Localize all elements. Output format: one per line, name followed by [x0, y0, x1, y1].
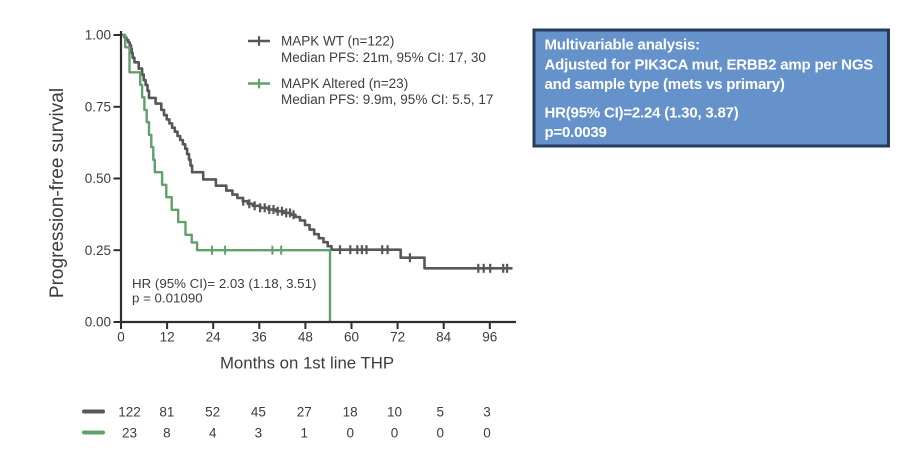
- svg-text:72: 72: [390, 330, 405, 345]
- svg-text:12: 12: [160, 330, 175, 345]
- svg-text:4: 4: [209, 426, 217, 441]
- svg-text:3: 3: [255, 426, 263, 441]
- svg-text:81: 81: [159, 405, 174, 420]
- svg-text:HR(95% CI)=2.24 (1.30, 3.87): HR(95% CI)=2.24 (1.30, 3.87): [545, 105, 739, 122]
- svg-text:0: 0: [437, 426, 445, 441]
- svg-text:Multivariable analysis:: Multivariable analysis:: [545, 37, 700, 54]
- svg-text:1: 1: [301, 426, 309, 441]
- svg-text:60: 60: [344, 330, 359, 345]
- svg-text:23: 23: [122, 426, 137, 441]
- svg-text:0: 0: [483, 426, 491, 441]
- svg-text:8: 8: [163, 426, 171, 441]
- svg-text:122: 122: [118, 405, 141, 420]
- svg-text:3: 3: [483, 405, 491, 420]
- svg-text:36: 36: [252, 330, 267, 345]
- svg-text:0.50: 0.50: [85, 171, 111, 186]
- svg-text:0: 0: [346, 426, 354, 441]
- svg-text:5: 5: [437, 405, 445, 420]
- svg-text:p = 0.01090: p = 0.01090: [132, 290, 203, 305]
- svg-text:MAPK WT (n=122): MAPK WT (n=122): [281, 34, 394, 49]
- svg-text:48: 48: [298, 330, 313, 345]
- svg-text:18: 18: [343, 405, 358, 420]
- svg-text:84: 84: [436, 330, 452, 345]
- svg-text:27: 27: [297, 405, 312, 420]
- svg-text:0: 0: [391, 426, 399, 441]
- svg-text:45: 45: [251, 405, 266, 420]
- svg-text:0: 0: [117, 330, 125, 345]
- svg-text:and sample type (mets vs prima: and sample type (mets vs primary): [545, 76, 785, 93]
- svg-text:MAPK Altered (n=23): MAPK Altered (n=23): [281, 76, 408, 91]
- svg-text:10: 10: [387, 405, 402, 420]
- svg-text:52: 52: [205, 405, 220, 420]
- svg-text:Months on 1st line THP: Months on 1st line THP: [220, 354, 394, 373]
- svg-text:1.00: 1.00: [85, 28, 111, 43]
- svg-text:Adjusted for PIK3CA mut, ERBB2: Adjusted for PIK3CA mut, ERBB2 amp per N…: [545, 56, 874, 73]
- svg-text:0.00: 0.00: [85, 315, 111, 330]
- svg-text:0.75: 0.75: [85, 100, 111, 115]
- svg-text:p=0.0039: p=0.0039: [545, 124, 607, 141]
- svg-text:0.25: 0.25: [85, 243, 111, 258]
- svg-text:24: 24: [206, 330, 222, 345]
- svg-text:96: 96: [482, 330, 497, 345]
- svg-text:Progression-free survival: Progression-free survival: [47, 88, 68, 298]
- svg-text:Median PFS: 21m, 95% CI: 17, 3: Median PFS: 21m, 95% CI: 17, 30: [281, 50, 486, 65]
- svg-text:HR (95% CI)= 2.03 (1.18, 3.51): HR (95% CI)= 2.03 (1.18, 3.51): [132, 276, 316, 291]
- svg-text:Median PFS: 9.9m, 95% CI: 5.5,: Median PFS: 9.9m, 95% CI: 5.5, 17: [281, 92, 493, 107]
